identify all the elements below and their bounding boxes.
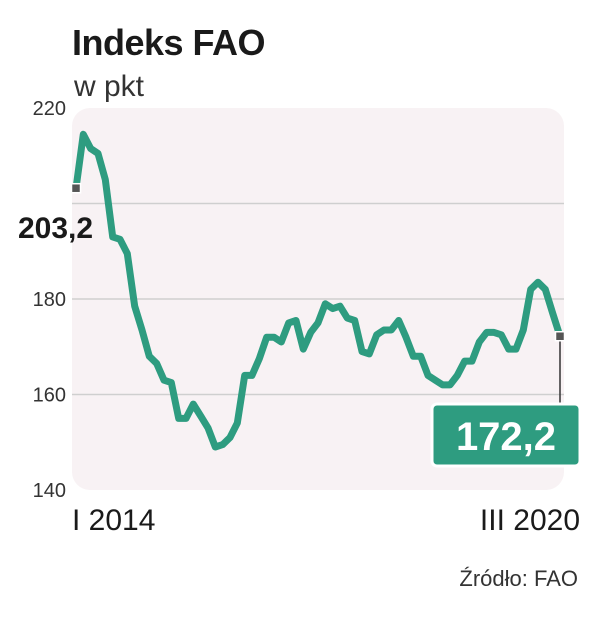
end-value-badge-box bbox=[430, 402, 582, 468]
start-point-marker bbox=[70, 182, 82, 194]
series-line bbox=[72, 130, 564, 451]
start-value-label: 203,2 bbox=[18, 212, 93, 245]
chart-subtitle: w pkt bbox=[74, 70, 145, 103]
y-tick-label: 180 bbox=[33, 289, 66, 311]
y-tick-label: 220 bbox=[33, 98, 66, 120]
source-note: Źródło: FAO bbox=[459, 566, 578, 591]
grid-lines bbox=[72, 202, 564, 396]
x-axis-start-label: I 2014 bbox=[72, 504, 155, 537]
y-axis-ticks: 140 160 180 220 bbox=[33, 98, 66, 502]
y-tick-label: 160 bbox=[33, 385, 66, 407]
end-point-marker bbox=[554, 330, 566, 342]
end-value-label: 172,2 bbox=[456, 415, 556, 459]
y-tick-label: 140 bbox=[33, 480, 66, 502]
chart-title: Indeks FAO bbox=[72, 22, 266, 63]
end-value-badge: 172,2 bbox=[430, 402, 582, 468]
x-axis-end-label: III 2020 bbox=[480, 504, 580, 537]
